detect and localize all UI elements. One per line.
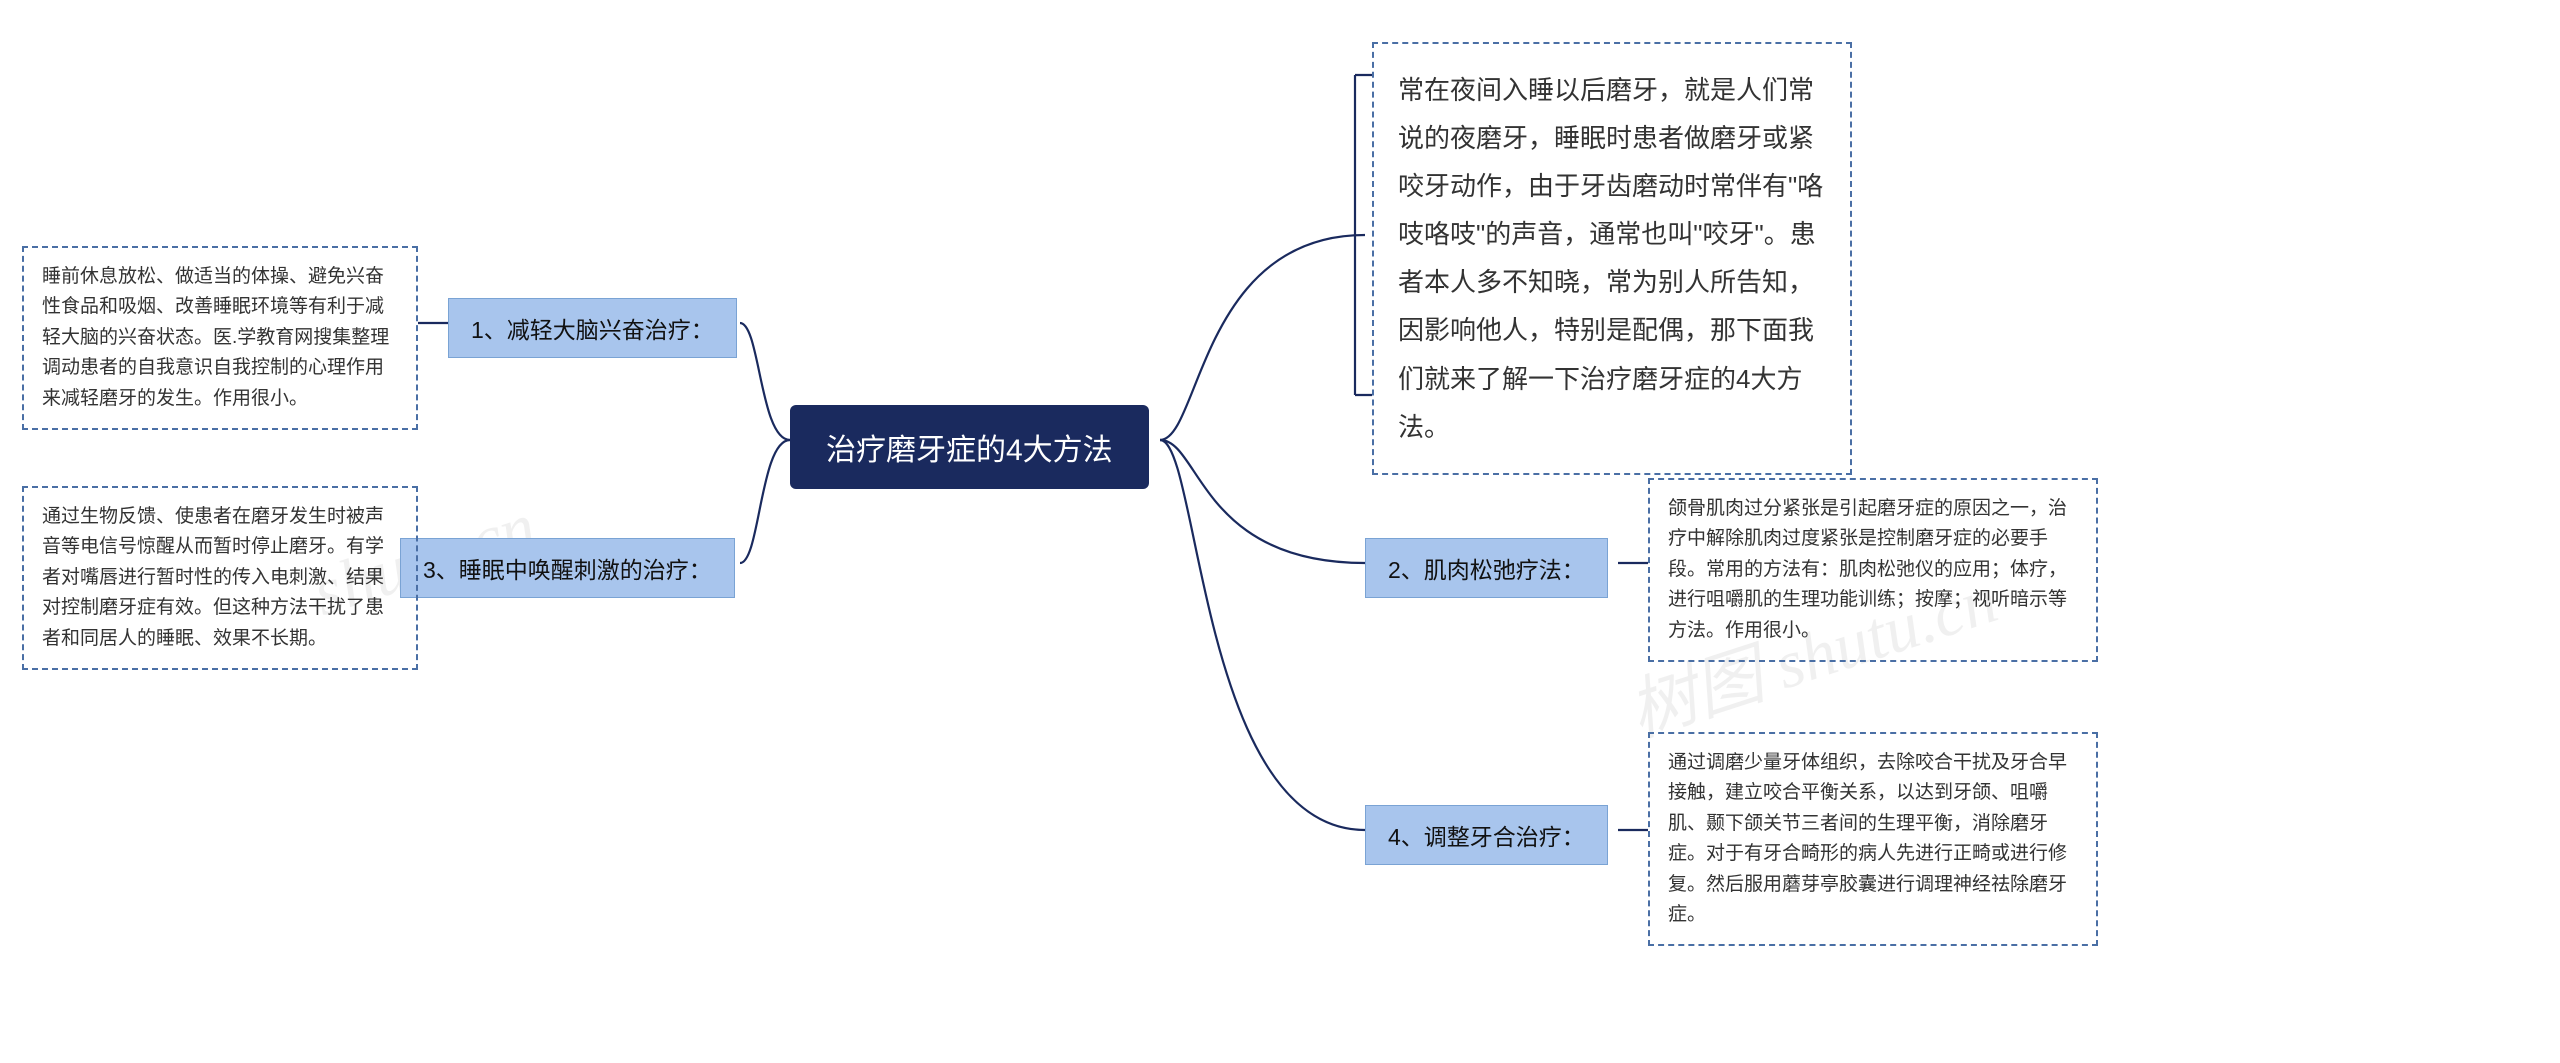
center-node: 治疗磨牙症的4大方法 bbox=[790, 405, 1149, 489]
leaf-node-2: 颌骨肌肉过分紧张是引起磨牙症的原因之一，治疗中解除肌肉过度紧张是控制磨牙症的必要… bbox=[1648, 478, 2098, 662]
branch-node-3: 3、睡眠中唤醒刺激的治疗： bbox=[400, 538, 735, 598]
branch-node-2: 2、肌肉松弛疗法： bbox=[1365, 538, 1608, 598]
leaf-node-4: 通过调磨少量牙体组织，去除咬合干扰及牙合早接触，建立咬合平衡关系，以达到牙颌、咀… bbox=[1648, 732, 2098, 946]
branch-node-4: 4、调整牙合治疗： bbox=[1365, 805, 1608, 865]
leaf-node-3: 通过生物反馈、使患者在磨牙发生时被声音等电信号惊醒从而暂时停止磨牙。有学者对嘴唇… bbox=[22, 486, 418, 670]
intro-node: 常在夜间入睡以后磨牙，就是人们常说的夜磨牙，睡眠时患者做磨牙或紧咬牙动作，由于牙… bbox=[1372, 42, 1852, 475]
leaf-node-1: 睡前休息放松、做适当的体操、避免兴奋性食品和吸烟、改善睡眠环境等有利于减轻大脑的… bbox=[22, 246, 418, 430]
branch-node-1: 1、减轻大脑兴奋治疗： bbox=[448, 298, 737, 358]
